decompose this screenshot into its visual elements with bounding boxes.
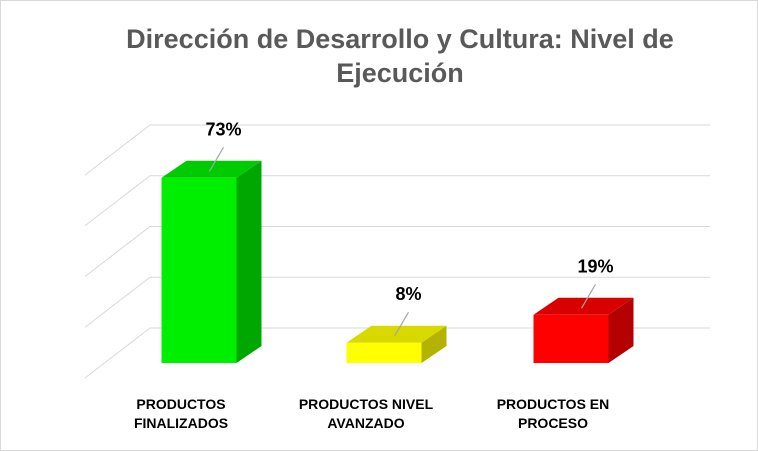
bar-side — [421, 325, 447, 363]
data-label: 8% — [395, 284, 421, 304]
leader-line — [580, 283, 597, 309]
leader-line — [208, 146, 225, 172]
leader-line — [393, 311, 410, 337]
bar — [346, 342, 422, 363]
bar — [533, 314, 609, 363]
grid-line — [84, 276, 710, 328]
bar-side — [608, 297, 634, 363]
x-tick-label: PRODUCTOS EN PROCESO — [496, 396, 610, 431]
chart-title: Dirección de Desarrollo y Cultura: Nivel… — [126, 24, 674, 88]
bar-top — [533, 297, 634, 315]
x-tick-label: PRODUCTOS FINALIZADOS — [133, 396, 229, 431]
data-label: 19% — [577, 256, 613, 276]
bar-top — [161, 160, 262, 178]
bar — [161, 177, 237, 363]
grid-line — [84, 175, 710, 227]
x-tick-label: PRODUCTOS NIVEL AVANZADO — [298, 396, 434, 431]
grid-line — [84, 327, 710, 379]
bar-side — [236, 160, 262, 363]
data-label: 73% — [205, 119, 241, 139]
grid-line — [84, 124, 710, 176]
bar-top — [346, 325, 447, 343]
grid-line — [84, 226, 710, 277]
